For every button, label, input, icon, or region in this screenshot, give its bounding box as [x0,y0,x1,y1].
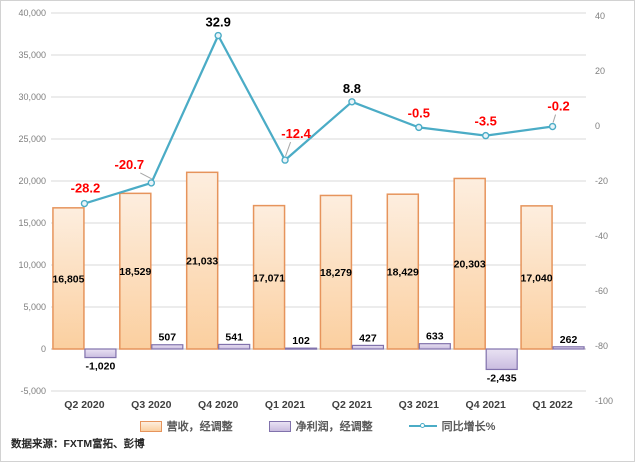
right-axis-tick-label: -100 [595,396,613,406]
x-axis-category-label: Q2 2020 [64,399,104,411]
yoy-point-label: -20.7 [114,157,144,172]
label-leader-line [285,141,292,157]
bar-net-profit-label: -1,020 [86,361,116,373]
yoy-point-label: 8.8 [343,81,361,96]
legend-label-yoy: 同比增长% [441,421,496,433]
x-axis-category-label: Q3 2021 [399,399,439,411]
yoy-point-label: -12.4 [281,126,311,141]
left-axis-tick-label: 30,000 [18,92,46,102]
yoy-marker [348,98,356,106]
bar-revenue [252,204,286,350]
yoy-dot-icon [419,422,425,428]
yoy-point-label: 32.9 [206,15,231,30]
bar-net-profit-label: 633 [426,331,444,343]
yoy-marker [481,131,490,140]
label-leader-line [140,172,153,180]
bar-net-profit [218,343,251,350]
bar-revenue-label: 18,429 [387,267,419,279]
bar-revenue-label: 17,040 [521,272,553,284]
revenue-swatch-icon [139,420,162,432]
yoy-marker [548,122,557,131]
x-axis-category-label: Q1 2021 [265,399,305,411]
bar-net-profit-label: 507 [159,332,177,344]
right-axis-tick-label: -40 [595,231,608,241]
yoy-marker [80,199,89,208]
bar-net-profit-label: 427 [359,332,377,344]
right-axis-tick-label: 40 [595,11,605,21]
yoy-marker [214,31,222,40]
bar-revenue [453,177,486,350]
right-axis-tick-label: 20 [595,66,605,76]
bar-net-profit [151,344,184,350]
yoy-marker [415,123,423,132]
left-axis-tick-label: -5,000 [20,386,46,396]
legend-item-yoy: 同比增长% [408,418,496,434]
x-axis-category-label: Q4 2020 [198,399,238,411]
x-axis-category-label: Q2 2021 [332,399,372,411]
net-profit-swatch-icon [268,420,291,432]
legend-label-net-profit: 净利润，经调整 [295,421,373,433]
bar-revenue [119,192,152,350]
right-axis-tick-label: -60 [595,286,608,296]
legend-item-revenue: 营收，经调整 [139,418,233,434]
yoy-point-label: -28.2 [71,181,101,196]
x-axis-category-label: Q1 2022 [532,399,572,411]
yoy-marker [281,156,289,164]
bar-net-profit [552,346,585,350]
bar-revenue [520,205,553,350]
left-axis-tick-label: 0 [41,344,46,354]
left-axis-tick-label: 10,000 [18,260,46,270]
right-axis-tick-label: -20 [595,176,608,186]
left-axis-tick-label: 25,000 [18,134,46,144]
yoy-point-label: -0.5 [408,105,430,120]
left-axis-tick-label: 40,000 [18,8,46,18]
yoy-point-label: -0.2 [547,99,569,114]
legend-label-revenue: 营收，经调整 [166,421,233,433]
left-axis-tick-label: 20,000 [18,176,46,186]
left-axis-tick-label: 15,000 [18,218,46,228]
bar-revenue-label: 20,303 [454,259,486,271]
bar-revenue [386,193,420,350]
bar-revenue [185,171,219,350]
bar-revenue-label: 18,279 [320,267,352,279]
bar-net-profit [418,343,451,350]
bar-net-profit-label: 541 [225,331,243,343]
label-leader-line [552,114,557,123]
bar-net-profit-label: 262 [560,334,578,346]
right-axis-tick-label: 0 [595,121,600,131]
legend-item-net-profit: 净利润，经调整 [268,418,373,434]
data-source-note: 数据来源：FXTM富拓、彭博 [11,438,145,450]
right-axis-tick-label: -80 [595,341,608,351]
bar-net-profit [84,348,117,359]
bar-revenue-label: 16,805 [52,273,84,285]
bar-net-profit [351,344,385,350]
bar-net-profit [284,347,318,350]
yoy-growth-line [84,34,553,205]
bar-net-profit [485,348,518,371]
bar-revenue-label: 17,071 [253,272,285,284]
bar-revenue-label: 18,529 [119,266,151,278]
bar-revenue-label: 21,033 [186,256,218,268]
bar-net-profit-label: 102 [292,335,310,347]
x-axis-category-label: Q3 2020 [131,399,171,411]
x-axis-category-label: Q4 2021 [466,399,506,411]
yoy-line-marker-icon [408,422,437,428]
left-axis-tick-label: 5,000 [23,302,46,312]
bar-net-profit-label: -2,435 [487,372,517,384]
bar-revenue [319,194,353,350]
yoy-point-label: -3.5 [474,114,496,129]
chart-legend: 营收，经调整 净利润，经调整 同比增长% [1,418,634,434]
bar-revenue [52,207,85,350]
left-axis-tick-label: 35,000 [18,50,46,60]
yoy-marker [147,179,156,187]
